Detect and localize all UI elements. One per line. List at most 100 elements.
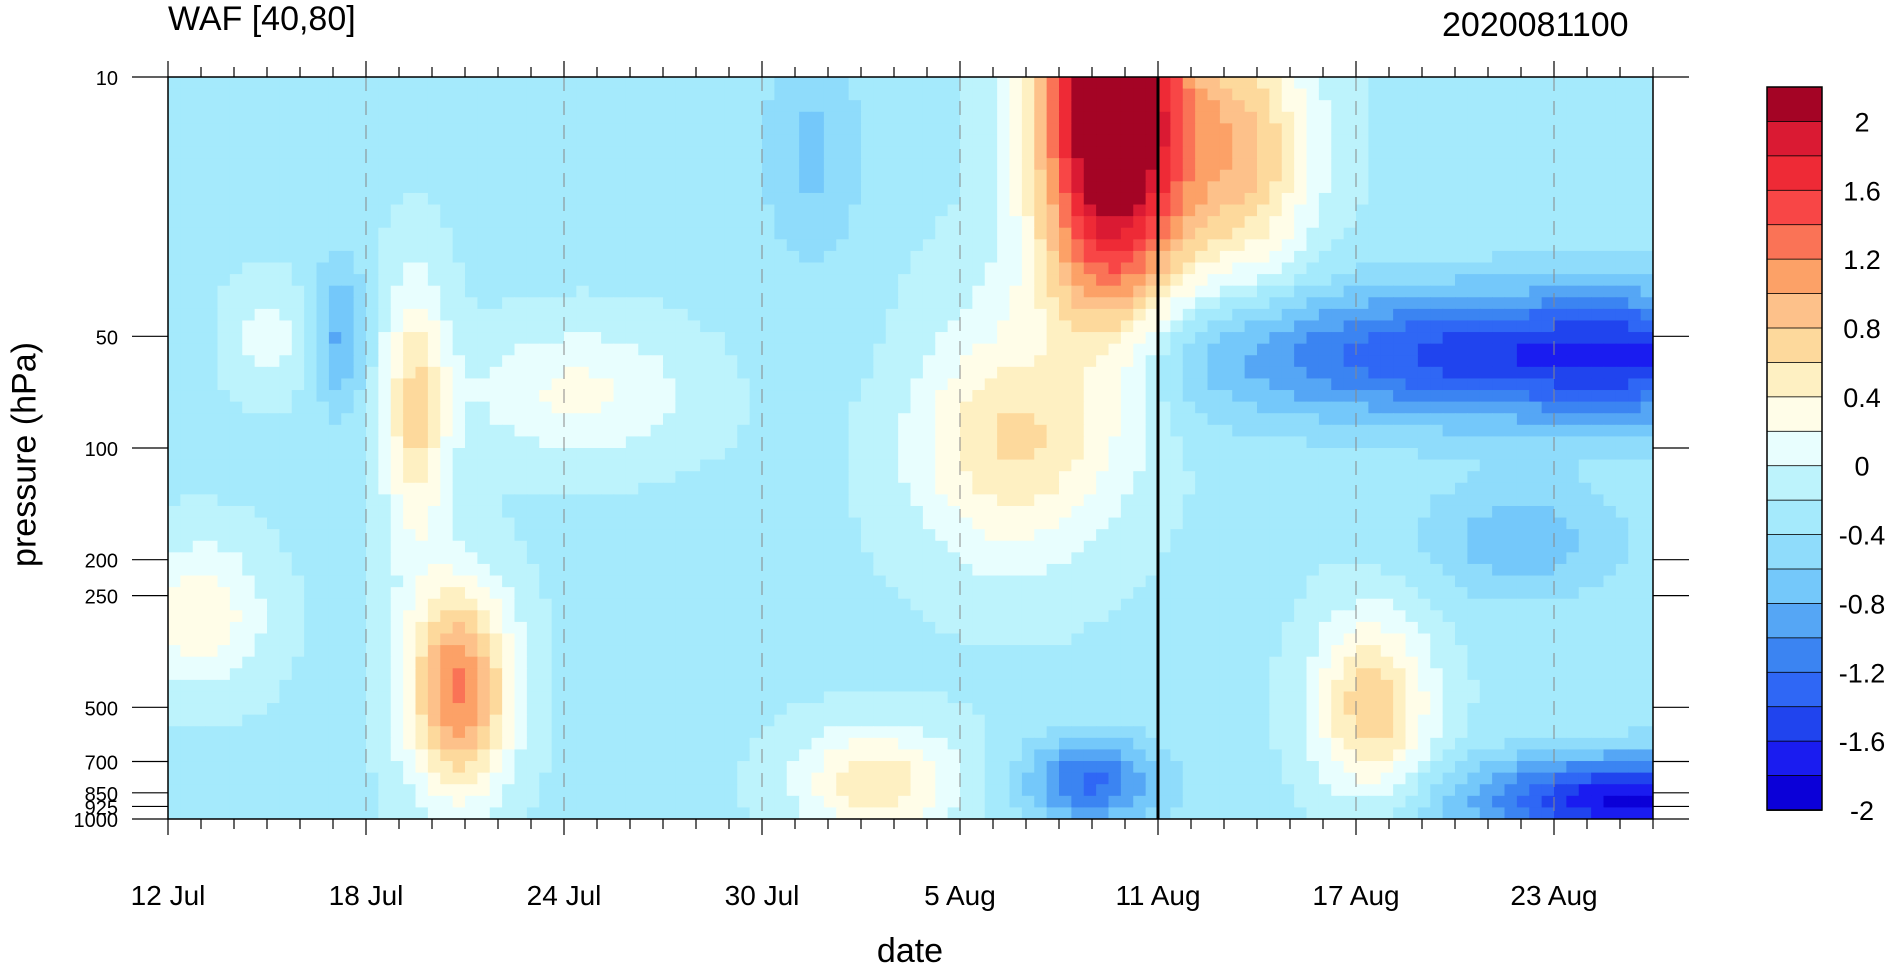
field-cell — [1380, 390, 1394, 403]
field-cell — [242, 436, 256, 449]
field-cell — [1108, 77, 1122, 90]
field-cell — [638, 424, 652, 437]
field-cell — [1071, 343, 1085, 356]
field-cell — [1120, 111, 1134, 124]
field-cell — [465, 366, 478, 380]
field-cell — [1257, 401, 1270, 414]
field-cell — [885, 204, 899, 217]
field-cell — [514, 448, 528, 461]
field-cell — [1021, 390, 1035, 403]
field-cell — [267, 250, 280, 264]
field-cell — [1182, 471, 1196, 484]
field-cell — [1158, 424, 1171, 437]
field-cell — [1108, 146, 1122, 159]
field-cell — [1083, 529, 1097, 542]
field-cell — [774, 308, 788, 322]
field-cell — [539, 204, 553, 217]
field-cell — [551, 320, 565, 333]
field-cell — [1529, 204, 1543, 217]
field-cell — [477, 413, 491, 426]
field-cell — [489, 285, 503, 298]
field-cell — [1368, 517, 1382, 530]
field-cell — [823, 216, 837, 229]
field-cell — [539, 88, 553, 101]
field-cell — [526, 436, 540, 449]
field-cell — [1182, 505, 1196, 519]
field-cell — [737, 436, 751, 449]
field-cell — [267, 378, 280, 391]
field-cell — [885, 274, 899, 287]
field-cell — [1083, 297, 1097, 310]
field-cell — [1071, 413, 1085, 426]
field-cell — [774, 88, 788, 101]
field-cell — [799, 123, 813, 136]
field-cell — [267, 482, 280, 495]
field-cell — [1442, 262, 1456, 275]
field-cell — [539, 100, 553, 113]
field-cell — [910, 181, 924, 194]
field-cell — [601, 239, 615, 252]
field-cell — [341, 250, 355, 264]
field-cell — [1306, 308, 1320, 322]
field-cell — [848, 274, 862, 287]
field-cell — [564, 332, 577, 345]
field-cell — [403, 308, 417, 322]
field-cell — [910, 332, 924, 345]
field-cell — [700, 517, 714, 530]
field-cell — [910, 239, 924, 252]
field-cell — [1331, 158, 1345, 171]
field-cell — [564, 529, 577, 542]
field-cell — [1541, 424, 1555, 437]
field-cell — [861, 111, 874, 124]
field-cell — [1257, 123, 1270, 136]
field-cell — [477, 494, 491, 507]
field-cell — [1108, 239, 1122, 252]
field-cell — [1628, 471, 1642, 484]
field-cell — [823, 448, 837, 461]
field-cell — [526, 100, 540, 113]
field-cell — [242, 366, 256, 380]
field-cell — [403, 320, 417, 333]
field-cell — [1244, 320, 1258, 333]
field-cell — [366, 459, 379, 472]
field-cell — [687, 111, 701, 124]
field-cell — [762, 448, 775, 461]
field-cell — [1108, 169, 1122, 182]
field-cell — [675, 216, 689, 229]
field-cell — [427, 529, 441, 542]
field-cell — [192, 204, 206, 217]
field-cell — [1492, 146, 1506, 159]
field-cell — [1393, 320, 1407, 333]
field-cell — [1467, 262, 1481, 275]
field-cell — [1368, 216, 1382, 229]
field-cell — [1417, 239, 1431, 252]
field-cell — [205, 355, 219, 368]
field-cell — [1306, 227, 1320, 240]
field-cell — [1170, 471, 1184, 484]
field-cell — [1257, 424, 1270, 437]
field-cell — [873, 146, 887, 159]
field-cell — [922, 192, 936, 206]
field-cell — [910, 448, 924, 461]
field-cell — [1541, 436, 1555, 449]
field-cell — [1269, 227, 1283, 240]
field-cell — [1071, 216, 1085, 229]
field-cell — [786, 308, 800, 322]
field-cell — [1566, 424, 1580, 437]
field-cell — [254, 320, 268, 333]
field-cell — [1145, 216, 1159, 229]
field-cell — [997, 343, 1011, 356]
field-cell — [539, 529, 553, 542]
field-cell — [613, 227, 627, 240]
field-cell — [217, 505, 231, 519]
field-cell — [1182, 413, 1196, 426]
field-cell — [1591, 482, 1605, 495]
field-cell — [811, 123, 825, 136]
field-cell — [1009, 540, 1023, 553]
field-cell — [1071, 227, 1085, 240]
field-cell — [217, 413, 231, 426]
field-cell — [539, 146, 553, 159]
field-cell — [390, 239, 404, 252]
field-cell — [663, 100, 676, 113]
field-cell — [1529, 146, 1543, 159]
